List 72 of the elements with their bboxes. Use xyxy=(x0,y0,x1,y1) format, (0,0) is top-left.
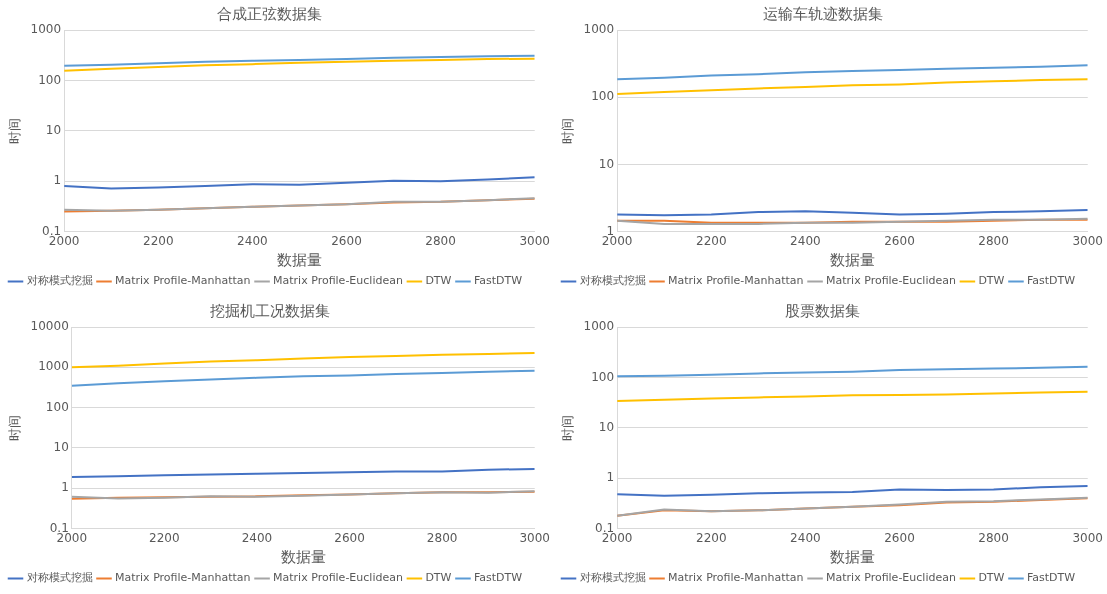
y-tick-label: 100 xyxy=(38,72,62,87)
y-tick-label: 10 xyxy=(53,440,69,455)
x-axis-title: 数据量 xyxy=(276,250,322,269)
legend-label: Matrix Profile-Euclidean xyxy=(826,571,956,585)
x-tick-label: 3000 xyxy=(1072,233,1103,248)
y-tick-label: 10 xyxy=(598,419,615,434)
legend-label: 对称模式挖掘 xyxy=(26,274,93,288)
y-tick-label: 1000 xyxy=(583,22,615,37)
y-tick-label: 100 xyxy=(591,369,615,384)
legend-label: FastDTW xyxy=(473,571,523,585)
legend-label: DTW xyxy=(978,274,1005,288)
x-tick-label: 2600 xyxy=(334,530,365,545)
y-tick-label: 10 xyxy=(598,156,615,171)
x-tick-label: 2000 xyxy=(601,233,633,248)
y-tick-label: 1000 xyxy=(583,319,615,334)
chart-title: 挖掘机工况数据集 xyxy=(209,301,330,320)
x-tick-label: 2800 xyxy=(978,530,1009,545)
x-tick-label: 2800 xyxy=(425,233,456,248)
y-tick-label: 1000 xyxy=(30,22,62,37)
y-tick-label: 1000 xyxy=(38,359,69,374)
y-tick-label: 100 xyxy=(45,399,69,414)
y-tick-label: 10000 xyxy=(30,319,69,334)
y-tick-label: 100 xyxy=(591,89,615,104)
x-tick-label: 2800 xyxy=(978,233,1009,248)
legend-label: FastDTW xyxy=(1026,274,1076,288)
x-tick-label: 2200 xyxy=(695,530,727,545)
x-tick-label: 2400 xyxy=(790,530,821,545)
x-tick-label: 2200 xyxy=(142,233,174,248)
legend-label: Matrix Profile-Euclidean xyxy=(273,274,403,288)
legend-label: Matrix Profile-Manhattan xyxy=(668,571,804,585)
legend-label: Matrix Profile-Manhattan xyxy=(115,571,251,585)
y-tick-label: 1 xyxy=(53,173,62,188)
x-axis-title: 数据量 xyxy=(829,250,875,269)
x-tick-label: 3000 xyxy=(1072,530,1103,545)
x-tick-label: 2200 xyxy=(149,530,180,545)
x-tick-label: 2400 xyxy=(241,530,273,545)
legend-label: FastDTW xyxy=(473,274,523,288)
legend-label: Matrix Profile-Euclidean xyxy=(826,274,956,288)
x-tick-label: 2200 xyxy=(695,233,727,248)
y-tick-label: 10 xyxy=(45,122,62,137)
x-axis-title: 数据量 xyxy=(280,547,326,566)
x-tick-label: 2800 xyxy=(426,530,458,545)
legend-label: DTW xyxy=(978,571,1005,585)
y-axis-title: 时间 xyxy=(560,117,576,144)
x-tick-label: 2400 xyxy=(790,233,821,248)
y-tick-label: 1 xyxy=(606,470,615,485)
legend-label: 对称模式挖掘 xyxy=(579,274,646,288)
chart-title: 合成正弦数据集 xyxy=(217,4,322,23)
x-tick-label: 2000 xyxy=(601,530,633,545)
legend-label: 对称模式挖掘 xyxy=(579,571,646,585)
legend-label: Matrix Profile-Euclidean xyxy=(273,571,403,585)
y-axis-title: 时间 xyxy=(7,414,23,441)
y-axis-title: 时间 xyxy=(7,117,23,144)
x-tick-label: 2400 xyxy=(237,233,268,248)
x-tick-label: 2000 xyxy=(48,233,80,248)
chart-title: 运输车轨迹数据集 xyxy=(762,4,883,23)
legend-label: FastDTW xyxy=(1026,571,1076,585)
legend-label: DTW xyxy=(425,571,452,585)
x-tick-label: 2600 xyxy=(884,233,915,248)
x-tick-label: 3000 xyxy=(519,233,550,248)
legend-label: Matrix Profile-Manhattan xyxy=(668,274,804,288)
x-tick-label: 2600 xyxy=(884,530,915,545)
y-axis-title: 时间 xyxy=(560,414,576,441)
x-tick-label: 2600 xyxy=(331,233,362,248)
y-tick-label: 1 xyxy=(61,480,69,495)
legend-label: 对称模式挖掘 xyxy=(26,571,93,585)
x-tick-label: 2000 xyxy=(56,530,88,545)
chart-title: 股票数据集 xyxy=(785,301,860,320)
legend-label: Matrix Profile-Manhattan xyxy=(115,274,251,288)
legend-label: DTW xyxy=(425,274,452,288)
x-tick-label: 3000 xyxy=(519,530,550,545)
x-axis-title: 数据量 xyxy=(829,547,875,566)
